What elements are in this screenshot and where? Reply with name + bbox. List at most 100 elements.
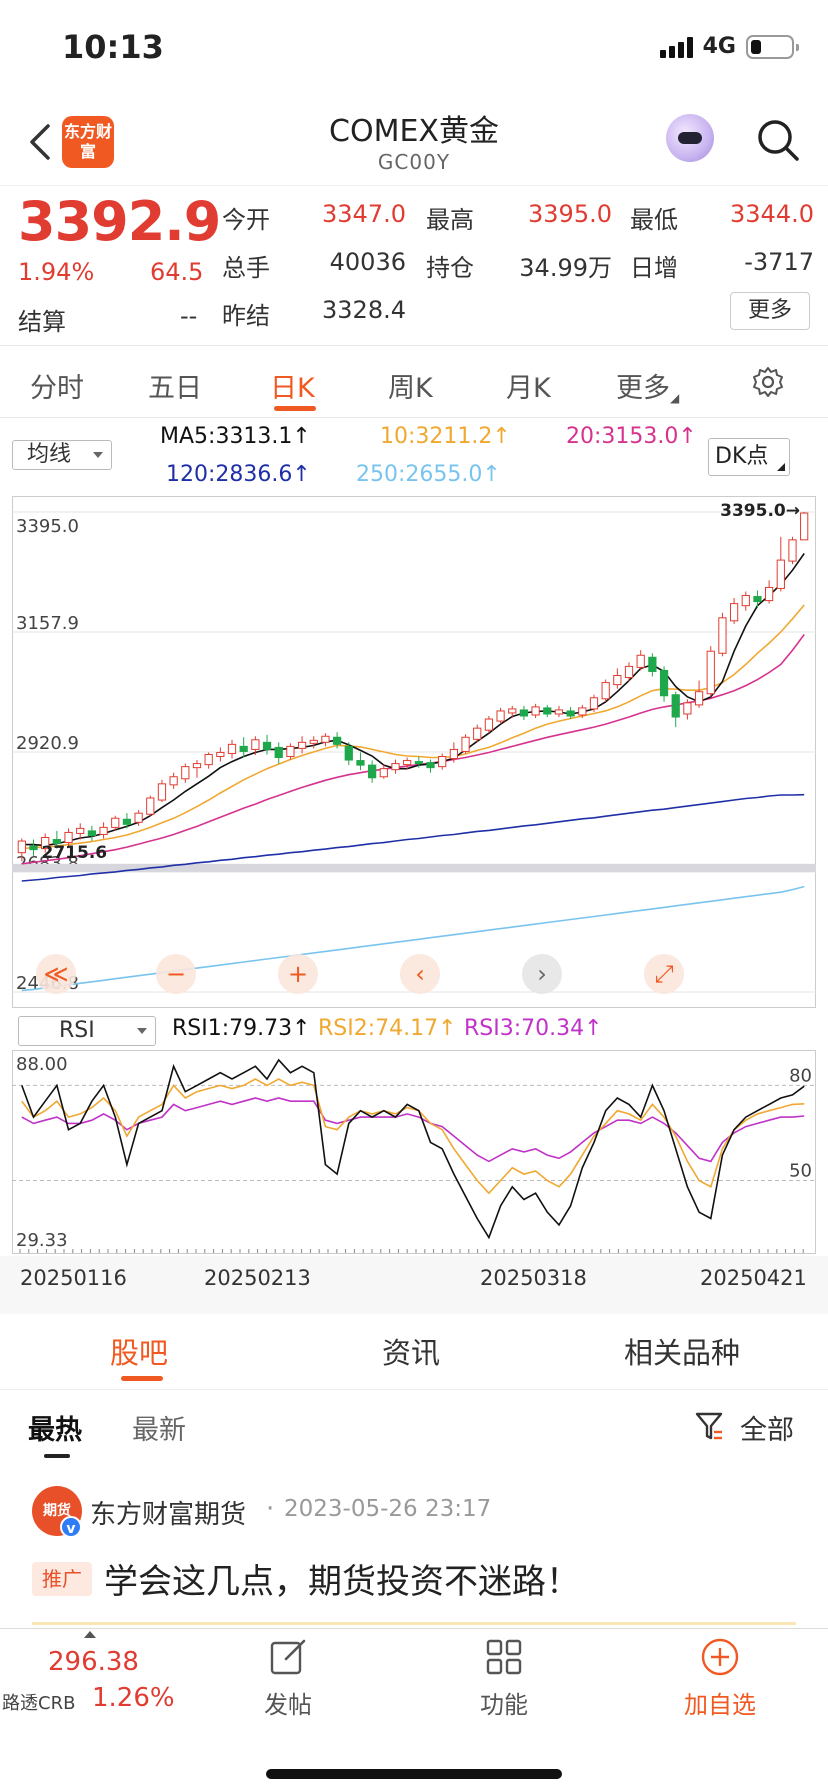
separator-dot: · bbox=[266, 1494, 275, 1524]
price-band bbox=[12, 863, 816, 872]
tab-daily-k[interactable]: 日K bbox=[270, 373, 315, 404]
tab-intraday[interactable]: 分时 bbox=[30, 373, 84, 404]
tab-hottest[interactable]: 最热 bbox=[28, 1415, 82, 1446]
promo-badge: 推广 bbox=[32, 1562, 92, 1596]
candle-body bbox=[344, 745, 353, 761]
grid-icon bbox=[486, 1639, 522, 1675]
caret-up-icon[interactable] bbox=[84, 1631, 96, 1638]
candle-body bbox=[496, 710, 505, 722]
chart-control-button[interactable]: ‹ bbox=[400, 954, 440, 994]
post-time: 2023-05-26 23:17 bbox=[284, 1496, 492, 1522]
candle-body bbox=[776, 559, 785, 589]
candle-body bbox=[683, 702, 692, 715]
chart-control-bg bbox=[644, 954, 684, 994]
chart-control-button[interactable]: › bbox=[522, 954, 562, 994]
add-watchlist-button[interactable]: 加自选 bbox=[650, 1637, 790, 1720]
candle-body bbox=[41, 837, 50, 850]
rsi1-legend: RSI1:79.73↑ bbox=[172, 1016, 311, 1041]
tab-active-indicator bbox=[274, 406, 316, 411]
candle-body bbox=[741, 595, 750, 607]
prev-settle-value: 3328.4 bbox=[322, 296, 406, 324]
signal-icon bbox=[659, 36, 693, 58]
gear-icon[interactable] bbox=[752, 366, 784, 398]
contract-code: GC00Y bbox=[377, 150, 451, 174]
ma250-legend: 250:2655.0↑ bbox=[356, 462, 501, 487]
settle-label: 结算 bbox=[18, 308, 66, 336]
rsi-chart[interactable]: 80 50 88.00 29.33 bbox=[12, 1050, 816, 1254]
verified-icon: v bbox=[60, 1516, 82, 1538]
candle-body bbox=[297, 741, 307, 749]
assistant-robot-icon[interactable] bbox=[666, 114, 714, 162]
candlestick-chart[interactable]: 3395.03157.92920.92683.82446.83395.0→271… bbox=[12, 496, 816, 1008]
post-button[interactable]: 发帖 bbox=[218, 1637, 358, 1720]
candle-body bbox=[52, 839, 61, 845]
change-percent: 1.94% bbox=[18, 258, 95, 286]
candle-body bbox=[76, 827, 85, 834]
candle-body bbox=[438, 756, 447, 768]
candle-body bbox=[321, 735, 330, 743]
low-label: 最低 bbox=[630, 206, 678, 234]
candle-body bbox=[181, 766, 190, 780]
chart-control-button[interactable]: + bbox=[278, 954, 318, 994]
chart-control-button[interactable]: ≪ bbox=[36, 954, 76, 994]
rsi2-legend: RSI2:74.17↑ bbox=[318, 1016, 457, 1041]
back-icon[interactable] bbox=[26, 122, 52, 162]
filter-label[interactable]: 全部 bbox=[740, 1415, 794, 1446]
candle-body bbox=[122, 818, 132, 825]
date-label: 20250318 bbox=[480, 1266, 587, 1290]
tab-weekly-k[interactable]: 周K bbox=[388, 373, 433, 404]
post-item[interactable]: 期货 v 东方财富期货 · 2023-05-26 23:17 推广 学会这几点，… bbox=[0, 1472, 828, 1628]
candle-body bbox=[391, 763, 400, 771]
candle-body bbox=[368, 764, 377, 779]
header: 东方财富 COMEX黄金 GC00Y bbox=[0, 98, 828, 186]
candle-body bbox=[543, 707, 552, 715]
tab-related[interactable]: 相关品种 bbox=[624, 1336, 741, 1370]
crb-value[interactable]: 296.38 bbox=[48, 1647, 139, 1677]
tab-monthly-k[interactable]: 月K bbox=[506, 373, 551, 404]
tab-five-day[interactable]: 五日 bbox=[148, 373, 202, 404]
ma-selector[interactable]: 均线 bbox=[12, 440, 112, 470]
candle-body bbox=[99, 826, 108, 835]
rsi-selector[interactable]: RSI bbox=[18, 1016, 156, 1046]
dk-point-selector[interactable]: DK点 bbox=[708, 438, 790, 476]
functions-button[interactable]: 功能 bbox=[434, 1637, 574, 1720]
post-divider bbox=[32, 1622, 796, 1625]
chart-control-button[interactable]: ⤢ bbox=[644, 954, 684, 994]
open-interest-label: 持仓 bbox=[426, 254, 474, 282]
open-value: 3347.0 bbox=[322, 200, 406, 228]
tab-news[interactable]: 资讯 bbox=[382, 1336, 441, 1370]
search-icon[interactable] bbox=[756, 118, 800, 162]
candle-body bbox=[192, 763, 202, 769]
daily-increase-value: -3717 bbox=[744, 248, 814, 276]
tab-more[interactable]: 更多◢ bbox=[616, 366, 679, 405]
filter-icon[interactable] bbox=[694, 1410, 724, 1442]
candle-body bbox=[531, 706, 540, 716]
status-icons: 4G bbox=[659, 34, 799, 59]
tab-stock-forum[interactable]: 股吧 bbox=[110, 1336, 169, 1370]
y-tick-label: 3157.9 bbox=[16, 613, 79, 634]
tab-latest[interactable]: 最新 bbox=[132, 1415, 186, 1446]
rsi-frame bbox=[12, 1050, 816, 1254]
chart-control-bg bbox=[400, 954, 440, 994]
rsi3-line bbox=[21, 1097, 805, 1163]
chart-control-button[interactable]: − bbox=[156, 954, 196, 994]
rsi-ref-label: 50 bbox=[789, 1160, 812, 1181]
post-author[interactable]: 东方财富期货 bbox=[90, 1500, 247, 1530]
candle-body bbox=[508, 708, 517, 714]
candle-body bbox=[274, 746, 283, 759]
more-quote-button[interactable]: 更多 bbox=[730, 292, 810, 330]
date-label: 20250116 bbox=[20, 1266, 127, 1290]
post-title[interactable]: 学会这几点，期货投资不迷路！ bbox=[104, 1562, 580, 1602]
chart-control-icon: › bbox=[537, 960, 547, 988]
candle-body bbox=[706, 650, 715, 695]
candle-body bbox=[379, 768, 388, 778]
section-tabs: 股吧 资讯 相关品种 bbox=[0, 1314, 828, 1390]
candle-body bbox=[624, 665, 634, 679]
daily-increase-label: 日增 bbox=[630, 254, 678, 282]
ma20-legend: 20:3153.0↑ bbox=[566, 424, 697, 449]
candle-body bbox=[519, 709, 529, 717]
change-amount: 64.5 bbox=[150, 258, 204, 286]
edit-icon bbox=[270, 1639, 306, 1675]
rsi3-legend: RSI3:70.34↑ bbox=[464, 1016, 603, 1041]
status-time: 10:13 bbox=[62, 28, 164, 66]
